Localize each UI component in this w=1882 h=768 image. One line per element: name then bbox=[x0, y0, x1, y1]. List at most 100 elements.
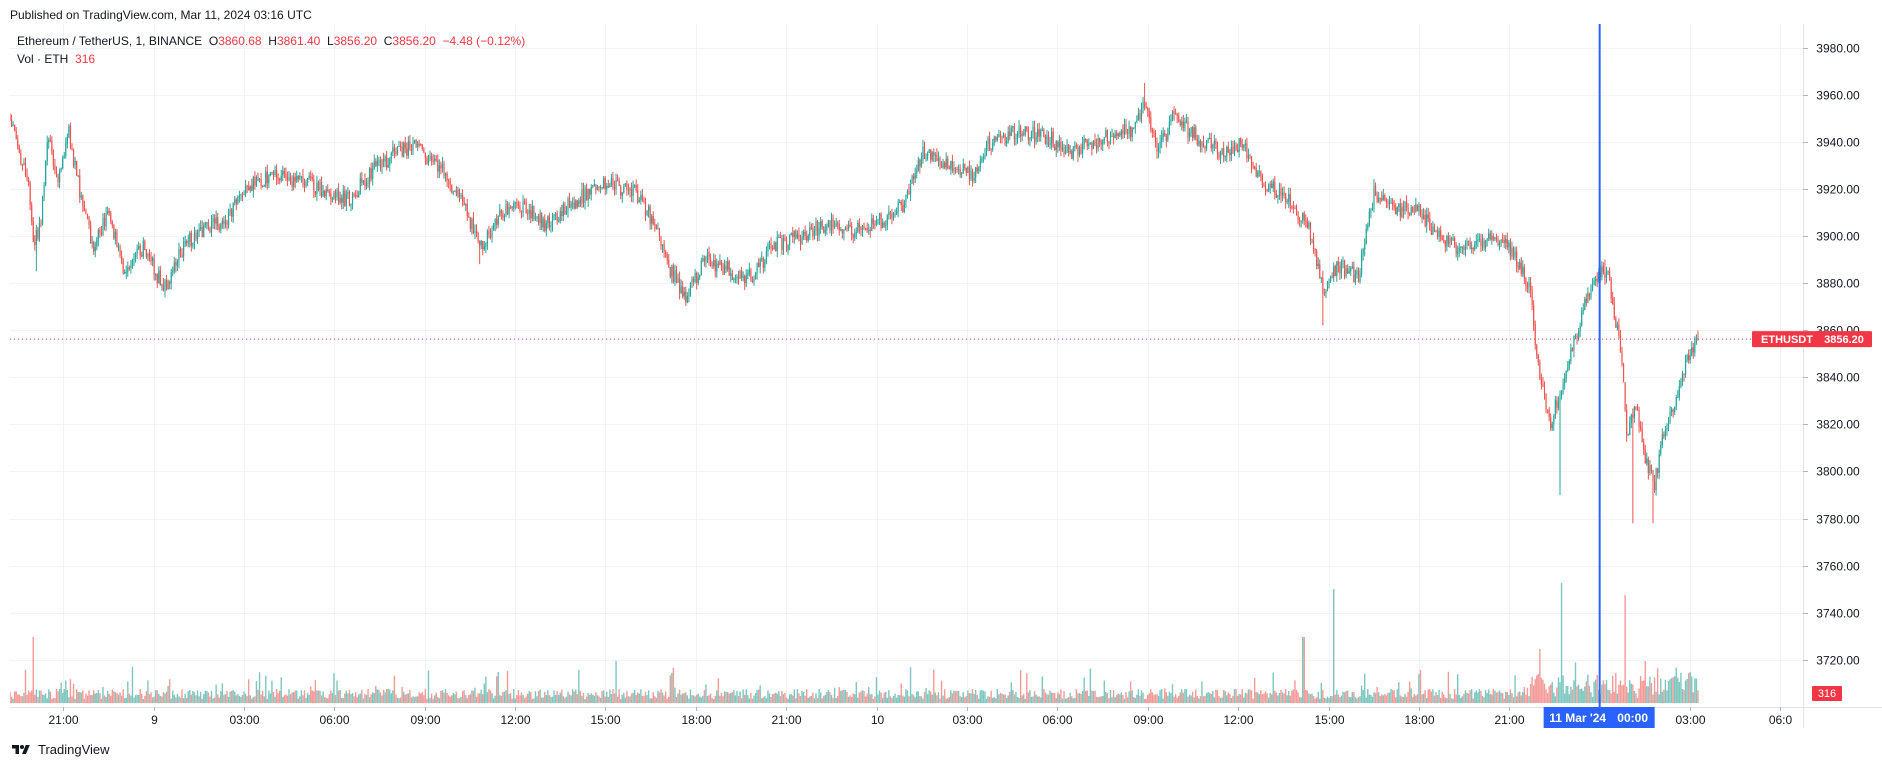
candle-body bbox=[1047, 135, 1050, 146]
volume-bar bbox=[1289, 695, 1291, 703]
volume-bar bbox=[212, 698, 214, 703]
candle-body bbox=[947, 158, 949, 168]
symbol-description[interactable]: Ethereum / TetherUS, 1, BINANCE bbox=[17, 34, 203, 48]
volume-bar bbox=[1230, 698, 1233, 703]
price-tag-label: 3856.20 bbox=[1824, 334, 1864, 346]
candle-body bbox=[623, 186, 625, 193]
volume-bar bbox=[926, 694, 929, 703]
volume-bar bbox=[1004, 694, 1006, 703]
candle-body bbox=[652, 216, 654, 224]
candle-body bbox=[10, 119, 13, 127]
volume-bar bbox=[1343, 692, 1346, 703]
candle-body bbox=[581, 189, 583, 204]
volume-bar bbox=[249, 695, 251, 703]
volume-bar bbox=[389, 689, 391, 703]
volume-bar bbox=[548, 695, 551, 703]
volume-bar bbox=[1153, 695, 1155, 703]
candle-body bbox=[1410, 207, 1412, 215]
candle-body bbox=[1106, 130, 1108, 142]
candle-body bbox=[69, 125, 72, 148]
volume-bar bbox=[589, 694, 591, 703]
candle-body bbox=[1529, 282, 1532, 292]
volume-bar bbox=[841, 690, 844, 703]
candle-body bbox=[1026, 127, 1028, 131]
candle-body bbox=[52, 151, 54, 166]
candle-body bbox=[1621, 351, 1623, 364]
volume-bar bbox=[1686, 679, 1688, 703]
candle-body bbox=[1509, 242, 1511, 257]
volume-bar bbox=[413, 697, 416, 703]
volume-bar bbox=[943, 689, 946, 703]
time-axis[interactable]: 21:00 9 03:00 06:00 09:00 12:00 15:00 18:00 21:0… bbox=[48, 707, 1793, 727]
volume-bar bbox=[1577, 684, 1580, 703]
volume-bar bbox=[1509, 689, 1512, 703]
candle-body bbox=[448, 180, 450, 182]
volume-bar bbox=[802, 692, 805, 703]
volume-bar bbox=[1097, 697, 1099, 703]
footer-brand[interactable]: TradingView bbox=[10, 742, 110, 757]
volume-bar bbox=[1131, 690, 1133, 703]
volume-bar bbox=[1376, 686, 1378, 703]
price-axis[interactable]: 3720.003740.003760.003780.003800.003820.… bbox=[1803, 42, 1860, 668]
volume-bar bbox=[89, 695, 92, 703]
volume-bar bbox=[430, 693, 433, 703]
volume-bar bbox=[1305, 689, 1307, 703]
volume-bar bbox=[1560, 583, 1563, 703]
volume-bar bbox=[1046, 694, 1048, 703]
candle-body bbox=[189, 233, 191, 242]
candle-body bbox=[562, 204, 564, 217]
candle-body bbox=[1697, 338, 1699, 340]
candle-body bbox=[437, 159, 439, 172]
candle-body bbox=[517, 203, 519, 206]
candle-body bbox=[444, 173, 447, 176]
candle-body bbox=[1072, 147, 1074, 159]
candle-body bbox=[592, 184, 594, 187]
volume-bar bbox=[649, 698, 651, 703]
candle-body bbox=[15, 131, 17, 140]
volume-bar bbox=[294, 690, 296, 703]
volume-bar bbox=[1185, 689, 1188, 703]
volume-bar bbox=[638, 693, 640, 703]
volume-bar bbox=[739, 691, 741, 703]
volume-bar bbox=[810, 695, 813, 703]
volume-bar bbox=[978, 698, 980, 703]
volume-bar bbox=[485, 676, 487, 703]
volume-bar bbox=[990, 690, 992, 703]
volume-bar bbox=[483, 683, 485, 703]
candle-body bbox=[691, 278, 693, 284]
volume-bar bbox=[266, 698, 268, 703]
candle-body bbox=[905, 195, 907, 202]
volume-bar bbox=[691, 694, 693, 703]
volume-bar bbox=[1514, 675, 1516, 703]
candle-body bbox=[679, 278, 681, 293]
candle-body bbox=[1463, 246, 1465, 250]
candle-body bbox=[1695, 338, 1697, 343]
volume-bar bbox=[387, 689, 389, 703]
candle-body bbox=[83, 206, 85, 211]
volume-label[interactable]: Vol · ETH bbox=[17, 52, 69, 66]
y-tick-label: 3740.00 bbox=[1816, 607, 1860, 621]
candle-body bbox=[1195, 127, 1197, 139]
volume-bar bbox=[1464, 690, 1467, 703]
candle-body bbox=[1071, 150, 1073, 159]
candle-body bbox=[249, 185, 251, 191]
volume-bar bbox=[747, 695, 749, 703]
volume-bar bbox=[513, 689, 515, 703]
volume-bar bbox=[542, 697, 544, 703]
candle-body bbox=[779, 237, 781, 239]
candle-body bbox=[1246, 143, 1248, 159]
volume-bar bbox=[280, 677, 282, 703]
volume-bar bbox=[736, 690, 738, 703]
volume-bar bbox=[1452, 698, 1454, 703]
candle-body bbox=[1664, 429, 1666, 437]
volume-bar bbox=[537, 690, 540, 703]
candle-body bbox=[837, 223, 839, 225]
candle-body bbox=[1137, 113, 1139, 120]
volume-bar bbox=[928, 690, 930, 703]
volume-bar bbox=[1023, 693, 1025, 703]
volume-bar bbox=[1191, 691, 1194, 703]
candle-body bbox=[1238, 138, 1240, 153]
volume-bar bbox=[1205, 692, 1208, 703]
candle-body bbox=[272, 172, 275, 175]
